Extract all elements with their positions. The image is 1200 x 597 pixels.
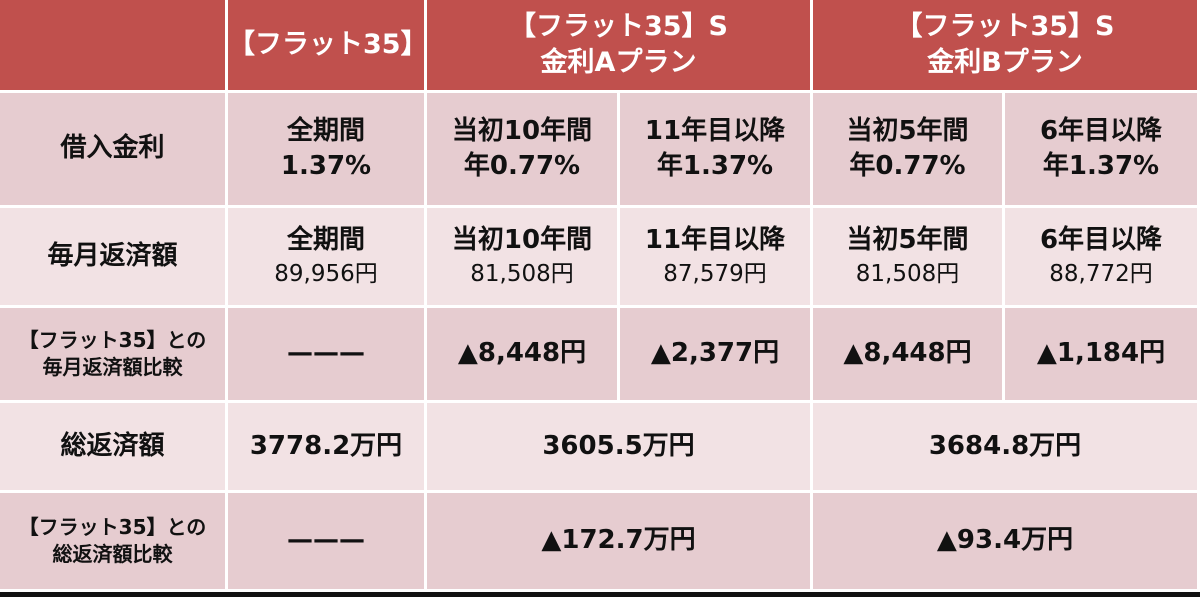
value-cell: 全期間 1.37% [228,93,427,208]
text-line: ▲1,184円 [1036,338,1166,369]
value-cell: ▲1,184円 [1005,308,1200,403]
row-label: 借入金利 [0,93,228,208]
value-cell: ▲2,377円 [620,308,813,403]
text-line: 年1.37% [1042,151,1160,181]
text-line: 【フラット35】S [508,10,729,42]
row-label: 毎月返済額 [0,208,228,308]
text-line: 6年目以降 [1039,225,1163,256]
text-line: 当初10年間 [451,115,593,146]
text-line: 当初10年間 [451,225,593,256]
text-line: 当初5年間 [846,115,969,146]
row-label: 総返済額 [0,403,228,493]
text-line: 総返済額比較 [52,542,173,566]
text-line: 【フラット35】との [18,328,207,352]
value-cell: 当初5年間年0.77% [813,93,1005,208]
text-line: 【フラット35】との [18,515,207,539]
value-cell: 3684.8万円 [813,403,1200,493]
text-line: ▲93.4万円 [936,525,1074,556]
row-label: 【フラット35】との 総返済額比較 [0,493,228,592]
text-line: 金利Bプラン [927,47,1083,78]
text-line: ——— [287,338,365,369]
text-line: 89,956円 [274,260,378,287]
value-cell: ——— [228,308,427,403]
value-cell: 11年目以降 年1.37% [620,93,813,208]
text-line: 11年目以降 [644,225,786,256]
value-cell: 3778.2万円 [228,403,427,493]
value-cell: 3605.5万円 [427,403,813,493]
text-line: 全期間 [286,115,365,146]
text-line: 11年目以降 [644,115,786,146]
text-line: 3684.8万円 [928,430,1082,461]
text-line: 全期間 [286,225,365,256]
header-corner [0,0,228,93]
text-line: 年0.77% [463,151,581,181]
text-line: ▲172.7万円 [541,525,696,556]
text-line: 年1.37% [656,151,774,181]
value-cell: ▲8,448円 [427,308,620,403]
text-line: 総返済額 [60,430,165,461]
text-line: 当初5年間 [846,225,969,256]
text-line: 金利Aプラン [540,47,697,78]
text-line: 6年目以降 [1039,115,1163,146]
text-line: 88,772円 [1049,260,1153,287]
value-cell: 全期間 89,956円 [228,208,427,308]
text-line: 3778.2万円 [249,430,403,461]
header-cell: 【フラット35】S 金利Bプラン [813,0,1200,93]
text-line: 87,579円 [663,260,767,287]
header-cell: 【フラット35】 [228,0,428,93]
text-line: ▲8,448円 [457,338,587,369]
text-line: ▲8,448円 [843,338,972,369]
value-cell: 当初10年間 81,508円 [427,208,620,308]
text-line: 81,508円 [855,260,960,287]
text-line: 毎月返済額比較 [42,355,183,379]
text-line: 81,508円 [470,260,574,287]
text-line: 毎月返済額 [47,240,178,271]
row-label: 【フラット35】との 毎月返済額比較 [0,308,228,403]
value-cell: 当初10年間 年0.77% [427,93,620,208]
header-cell: 【フラット35】S 金利Aプラン [427,0,813,93]
value-cell: 当初5年間 81,508円 [813,208,1005,308]
value-cell: ▲93.4万円 [813,493,1200,592]
text-line: 借入金利 [60,133,165,164]
value-cell: ——— [228,493,427,592]
value-cell: 6年目以降 88,772円 [1005,208,1200,308]
value-cell: 11年目以降 87,579円 [620,208,813,308]
text-line: 1.37% [280,151,372,181]
text-line: ——— [287,525,365,556]
text-line: 年0.77% [849,151,966,181]
value-cell: 6年目以降年1.37% [1005,93,1200,208]
value-cell: ▲8,448円 [813,308,1005,403]
text-line: ▲2,377円 [650,338,780,369]
text-line: 3605.5万円 [542,430,695,461]
text-line: 【フラット35】S [895,10,1115,42]
text-line: 【フラット35】 [228,28,428,60]
value-cell: ▲172.7万円 [427,493,813,592]
